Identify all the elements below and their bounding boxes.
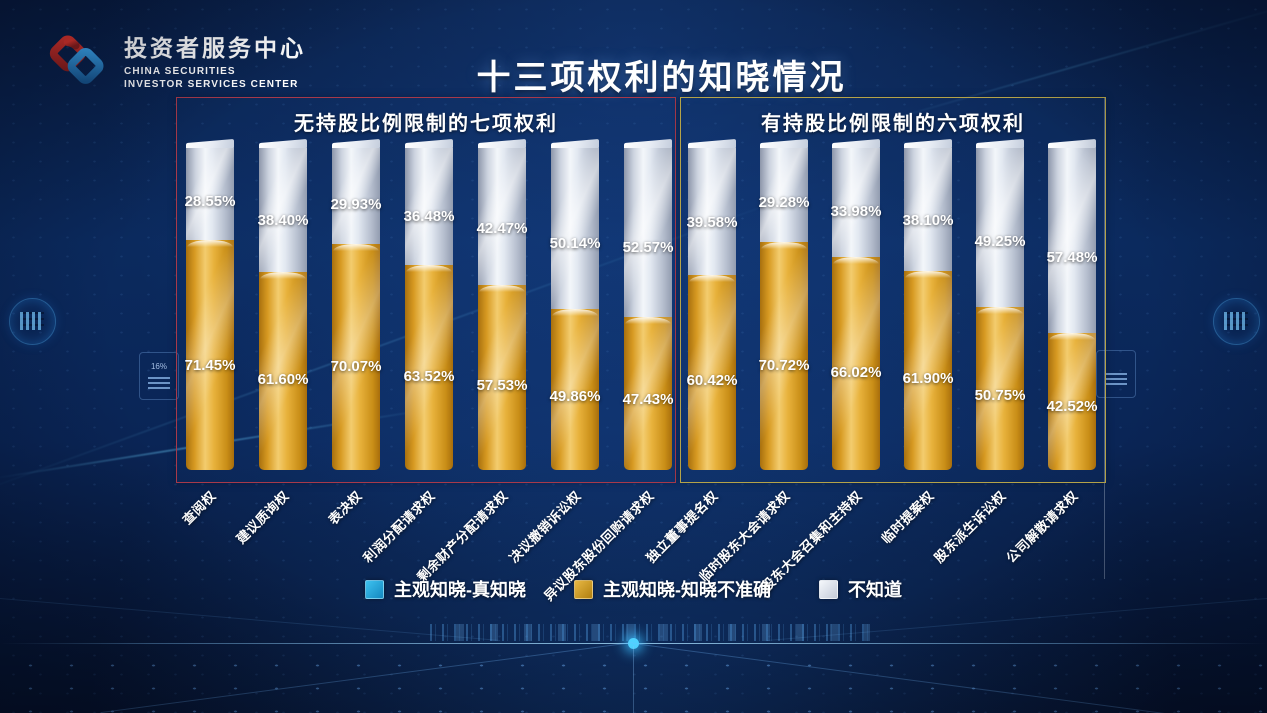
legend-item: 主观知晓-知晓不准确 — [574, 576, 771, 602]
bar-column: 57.48% 42.52% — [1047, 138, 1097, 470]
bar-group-box: 有持股比例限制的六项权利 — [680, 97, 1106, 483]
bar-column: 38.10% 61.90% — [903, 138, 953, 470]
bar-column: 49.25% 50.75% — [975, 138, 1025, 470]
legend-swatch — [365, 579, 384, 599]
bar-segment-inaccurate — [760, 242, 808, 470]
tech-glyph-strip — [430, 624, 870, 641]
bar-column: 29.93% 70.07% — [331, 138, 381, 470]
bar-segment-unknown — [904, 148, 952, 271]
decor-dashes — [1105, 372, 1127, 385]
bar-value-label-inaccurate: 60.42% — [686, 372, 738, 389]
bar-column: 28.55% 71.45% — [185, 138, 235, 470]
legend-swatch — [819, 579, 838, 599]
legend-label: 主观知晓-真知晓 — [394, 580, 526, 600]
bar-segment-inaccurate — [186, 240, 234, 470]
bar-segment-inaccurate — [332, 244, 380, 470]
bar-value-label-unknown: 38.40% — [257, 212, 309, 229]
legend-label: 主观知晓-知晓不准确 — [603, 580, 771, 600]
bar-segment-unknown — [259, 148, 307, 272]
bar-segment-unknown — [478, 148, 526, 285]
bar-value-label-unknown: 38.10% — [902, 212, 954, 229]
bar-segment-unknown — [405, 148, 453, 265]
bar-column: 36.48% 63.52% — [404, 138, 454, 470]
decor-dashes — [148, 376, 170, 389]
chart-legend: 主观知晓-真知晓 主观知晓-知晓不准确 不知道 — [0, 576, 1267, 602]
circuit-emblem-left — [9, 298, 56, 345]
bar-segment-unknown — [551, 148, 599, 309]
bar-value-label-unknown: 49.25% — [974, 233, 1026, 250]
bar-segment-unknown — [624, 148, 672, 317]
circuit-emblem-right — [1213, 298, 1260, 345]
legend-label: 不知道 — [848, 580, 902, 600]
group-title: 有持股比例限制的六项权利 — [761, 113, 1025, 135]
legend-item: 主观知晓-真知晓 — [365, 576, 526, 602]
bar-value-label-unknown: 39.58% — [686, 214, 738, 231]
bar-column: 52.57% 47.43% — [623, 138, 673, 470]
bar-value-label-inaccurate: 61.90% — [902, 370, 954, 387]
group-title: 无持股比例限制的七项权利 — [294, 113, 558, 135]
perspective-line — [767, 597, 1267, 641]
bar-segment-unknown — [688, 148, 736, 275]
bar-segment-unknown — [1048, 148, 1096, 333]
bar-value-label-unknown: 28.55% — [184, 193, 236, 210]
bar-segment-unknown — [976, 148, 1024, 307]
bar-column: 42.47% 57.53% — [477, 138, 527, 470]
bar-value-label-inaccurate: 42.52% — [1046, 398, 1098, 415]
floor-dot-grid — [0, 646, 1267, 713]
legend-swatch — [574, 579, 593, 599]
bar-column: 38.40% 61.60% — [258, 138, 308, 470]
legend-item: 不知道 — [819, 576, 902, 602]
bar-column: 50.14% 49.86% — [550, 138, 600, 470]
bar-column: 29.28% 70.72% — [759, 138, 809, 470]
bar-column: 33.98% 66.02% — [831, 138, 881, 470]
bar-value-label-unknown: 57.48% — [1046, 249, 1098, 266]
bar-column: 39.58% 60.42% — [687, 138, 737, 470]
page-title: 十三项权利的知晓情况 — [476, 59, 847, 97]
